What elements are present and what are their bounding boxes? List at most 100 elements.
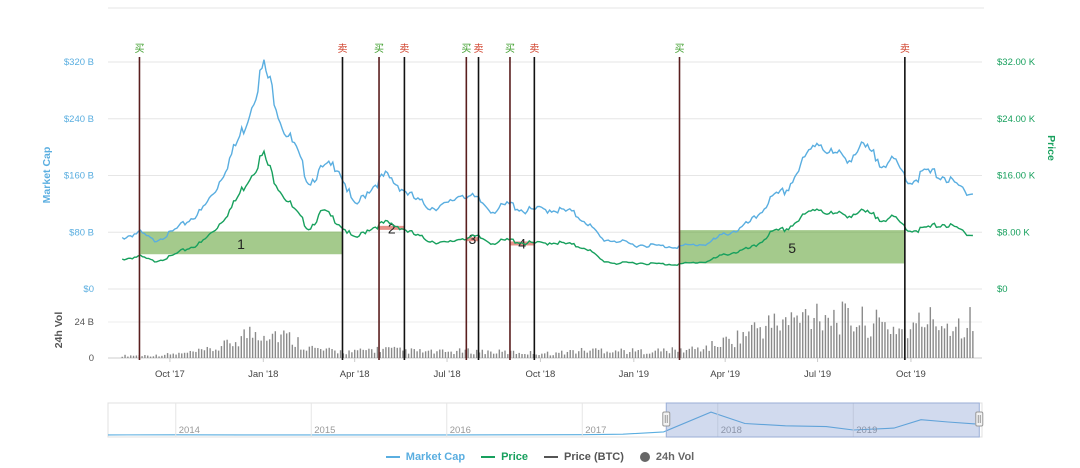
vol-bar — [790, 312, 793, 358]
vol-bar — [765, 325, 767, 358]
trade-label: 2 — [388, 220, 396, 236]
vol-bar — [926, 324, 929, 358]
right-tick-label: $32.00 K — [997, 57, 1036, 68]
navigator-handle[interactable] — [662, 411, 671, 427]
vol-bar — [677, 351, 679, 358]
vol-bar — [124, 354, 126, 358]
chart-legend: Market Cap Price Price (BTC) 24h Vol — [0, 448, 1080, 466]
vol-bar — [685, 350, 688, 358]
navigator-handle[interactable] — [975, 411, 984, 427]
vol-bar — [422, 352, 424, 358]
buy-signal-label: 买 — [505, 43, 515, 55]
vol-bar — [861, 306, 863, 358]
x-tick-label: Oct '19 — [896, 369, 926, 380]
vol-bar — [643, 354, 645, 358]
vol-bar — [909, 329, 912, 358]
vol-bar — [152, 356, 155, 358]
vol-bar — [223, 340, 225, 358]
vol-bar — [646, 353, 648, 358]
navigator[interactable]: 2014 2015 2016 2017 2018 2019 — [107, 402, 984, 438]
vol-bar — [362, 349, 364, 358]
vol-bar — [147, 355, 149, 358]
sell-signal-label: 卖 — [474, 43, 484, 55]
x-tick-label: Jan '18 — [248, 369, 278, 380]
vol-bar — [589, 350, 591, 358]
vol-bar — [195, 351, 197, 358]
navigator-frame — [107, 402, 983, 438]
vol-bar — [802, 312, 804, 358]
vol-bar — [592, 348, 594, 358]
vol-bar — [410, 348, 413, 358]
vol-bar — [407, 353, 410, 358]
vol-bar — [405, 349, 407, 358]
legend-item[interactable]: Market Cap — [385, 451, 465, 463]
vol-bar — [339, 350, 342, 358]
vol-bar — [546, 351, 549, 358]
vol-bar — [617, 351, 620, 358]
vol-bar — [257, 340, 260, 358]
vol-bar — [756, 328, 759, 358]
legend-line-icon — [385, 456, 400, 458]
vol-bar — [750, 324, 753, 358]
vol-bar — [158, 356, 160, 358]
vol-bar — [166, 353, 169, 358]
vol-bar — [393, 346, 396, 358]
vol-bar — [121, 356, 123, 358]
vol-tick-label: 0 — [89, 353, 94, 364]
vol-bar — [467, 348, 469, 358]
axes-labels: $320 B $32.00 K $240 B $24.00 K $160 B $16.00… — [41, 57, 1057, 380]
vol-bar — [938, 330, 940, 358]
vol-bar — [561, 350, 563, 358]
buy-signal-label: 买 — [461, 43, 471, 55]
vol-bar — [458, 348, 461, 358]
vol-bar — [773, 313, 776, 358]
vol-bar — [935, 326, 937, 358]
vol-bar — [529, 351, 532, 358]
vol-bar — [614, 350, 617, 358]
vol-bar — [371, 349, 373, 358]
vol-bar — [283, 330, 285, 358]
vol-bar — [535, 354, 537, 358]
vol-bar — [779, 330, 781, 358]
left-tick-label: $320 B — [64, 57, 94, 68]
vol-bar — [923, 327, 926, 358]
left-tick-label: $80 B — [69, 227, 94, 238]
vol-bar — [858, 325, 861, 358]
vol-bar — [161, 355, 163, 358]
right-tick-label: $8.00 K — [997, 227, 1030, 238]
vol-bar — [498, 349, 501, 358]
vol-axis-title: 24h Vol — [53, 312, 65, 349]
left-tick-label: $240 B — [64, 114, 94, 125]
vol-bar — [172, 353, 174, 358]
vol-bar — [183, 352, 186, 358]
vol-bar — [345, 354, 347, 358]
vol-bar — [337, 353, 339, 358]
navigator-selection[interactable] — [665, 402, 980, 438]
vol-bar — [660, 351, 662, 358]
legend-item[interactable]: Price — [481, 451, 528, 463]
vol-bar — [274, 331, 277, 358]
vol-bar — [470, 353, 472, 358]
vol-bar — [385, 347, 387, 358]
vol-bar — [699, 351, 702, 358]
vol-bar — [824, 315, 827, 358]
vol-bar — [634, 351, 637, 358]
vol-bar — [215, 349, 217, 358]
vol-bar — [186, 352, 189, 358]
vol-bar — [785, 317, 787, 358]
vol-bar — [359, 348, 362, 358]
vol-bar — [192, 351, 194, 358]
vol-bar — [918, 312, 920, 358]
vol-bar — [507, 354, 509, 358]
vol-bar — [481, 349, 484, 358]
vol-bar — [297, 337, 299, 358]
left-tick-label: $160 B — [64, 171, 94, 182]
legend-item[interactable]: Price (BTC) — [544, 451, 624, 463]
vol-bar — [597, 349, 600, 358]
legend-label: 24h Vol — [655, 451, 695, 463]
right-tick-label: $24.00 K — [997, 114, 1036, 125]
buy-signal-label: 买 — [675, 43, 685, 55]
vol-bar — [130, 355, 132, 358]
vol-bar — [450, 351, 452, 358]
legend-item[interactable]: 24h Vol — [639, 451, 695, 463]
